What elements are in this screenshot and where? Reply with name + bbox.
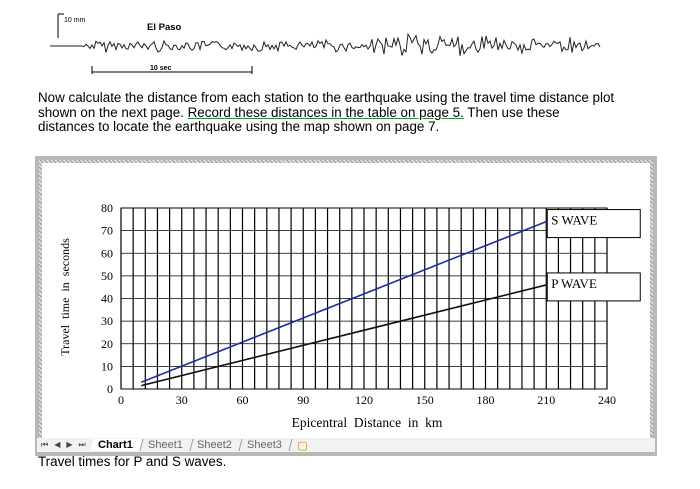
tab-sheet1[interactable]: Sheet1 — [139, 439, 194, 451]
travel-time-chart: 0 30 60 90 120 150 180 210 24001020304050607080 … — [58, 201, 641, 430]
tab-sheet3[interactable]: Sheet3 — [239, 439, 293, 451]
scale-label: 10 mm — [64, 17, 86, 24]
y-tick-label: 30 — [101, 314, 113, 328]
chart-frame[interactable]: 0 30 60 90 120 150 180 210 240 0 10 20 30 40 50 60 70 80 … — [35, 156, 657, 456]
p-wave-label-box — [546, 272, 641, 302]
station-label: El Paso — [147, 22, 182, 33]
instructions: Now calculate the distance from each sta… — [38, 90, 618, 135]
y-tick-label: 60 — [101, 246, 113, 260]
scale-bar-10mm — [57, 13, 64, 38]
x-tick-label: 120 — [355, 393, 373, 407]
seismogram-trace — [50, 32, 601, 56]
tab-sheet2[interactable]: Sheet2 — [189, 439, 243, 451]
s-wave-label: S WAVE — [551, 213, 597, 228]
y-axis-label: Travel time in seconds — [58, 238, 72, 356]
x-tick-label: 30 — [176, 393, 188, 407]
y-tick-label: 0 — [107, 382, 113, 396]
tab-chart1[interactable]: Chart1 — [90, 439, 144, 451]
p-wave-line — [141, 284, 547, 387]
x-tick-label: 0 — [118, 393, 124, 407]
instructions-text-2: Then use these distances to locate the e… — [38, 104, 560, 135]
time-scale-bar — [91, 66, 253, 74]
x-axis-label: Epicentral Distance in km — [292, 415, 443, 430]
y-tick-label: 70 — [101, 224, 113, 238]
chart-grid — [120, 207, 608, 390]
x-tick-label: 180 — [477, 393, 495, 407]
x-tick-label: 240 — [598, 393, 616, 407]
next-sheet-button[interactable]: ▶ — [66, 440, 73, 449]
seismogram: 10 mm El Paso 10 sec — [50, 13, 601, 74]
prev-sheet-button[interactable]: ◀ — [54, 440, 61, 449]
x-tick-label: 90 — [297, 393, 309, 407]
s-wave-label-box — [546, 209, 641, 239]
chart-ticks: 0 30 60 90 120 150 180 210 240 0 10 20 30 40 50 60 70 80 — [101, 201, 616, 407]
caption: Travel times for P and S waves. — [38, 454, 227, 469]
y-tick-label: 20 — [101, 337, 113, 351]
chart-series — [140, 220, 547, 387]
instructions-text-1: Now calculate the distance from each sta… — [38, 90, 615, 120]
chart-area: 0 30 60 90 120 150 180 210 240 0 10 20 30 40 50 60 70 80 … — [42, 163, 650, 438]
y-tick-label: 40 — [101, 292, 113, 306]
y-tick-label: 80 — [101, 201, 113, 215]
last-sheet-button[interactable]: ⏭ — [78, 440, 86, 449]
sheet-nav: ⏮ ◀ ▶ ⏭ — [37, 440, 92, 450]
x-tick-label: 60 — [237, 393, 249, 407]
x-tick-label: 210 — [537, 393, 555, 407]
insert-sheet-icon[interactable]: ▢ — [297, 439, 308, 452]
time-scale-label: 10 sec — [150, 65, 172, 72]
instructions-link-text: Record these distances in the table on p… — [187, 104, 464, 120]
y-tick-label: 50 — [101, 269, 113, 283]
chart-legend: S WAVE P WAVE — [546, 209, 641, 302]
first-sheet-button[interactable]: ⏮ — [41, 440, 49, 449]
s-wave-line — [140, 220, 547, 383]
p-wave-label: P WAVE — [551, 276, 597, 291]
sheet-tab-bar: ⏮ ◀ ▶ ⏭ Chart1 Sheet1 Sheet2 Sheet3 ▢ — [37, 438, 655, 452]
x-tick-label: 150 — [416, 393, 434, 407]
y-tick-label: 10 — [101, 359, 113, 373]
